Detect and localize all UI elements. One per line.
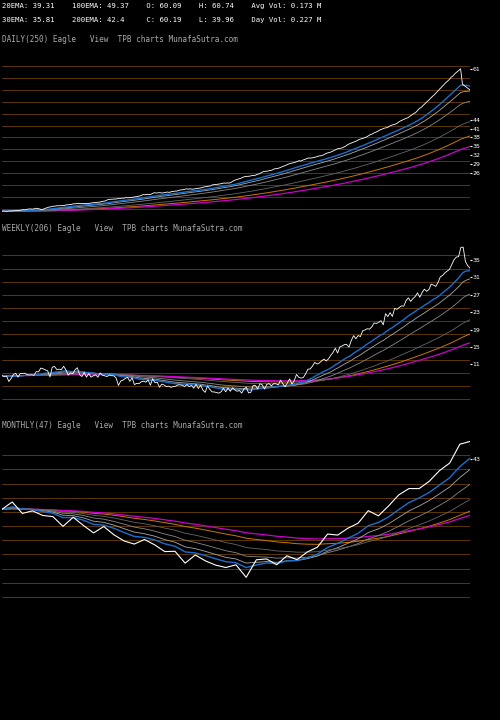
Text: MONTHLY(47) Eagle   View  TPB charts MunafaSutra.com: MONTHLY(47) Eagle View TPB charts Munafa… — [2, 420, 242, 430]
Text: DAILY(250) Eagle   View  TPB charts MunafaSutra.com: DAILY(250) Eagle View TPB charts MunafaS… — [2, 35, 238, 43]
Text: 20EMA: 39.31    100EMA: 49.37    O: 60.09    H: 60.74    Avg Vol: 0.173 M: 20EMA: 39.31 100EMA: 49.37 O: 60.09 H: 6… — [2, 4, 322, 9]
Text: WEEKLY(206) Eagle   View  TPB charts MunafaSutra.com: WEEKLY(206) Eagle View TPB charts Munafa… — [2, 225, 242, 233]
Text: 30EMA: 35.81    200EMA: 42.4     C: 60.19    L: 39.96    Day Vol: 0.227 M: 30EMA: 35.81 200EMA: 42.4 C: 60.19 L: 39… — [2, 17, 322, 23]
